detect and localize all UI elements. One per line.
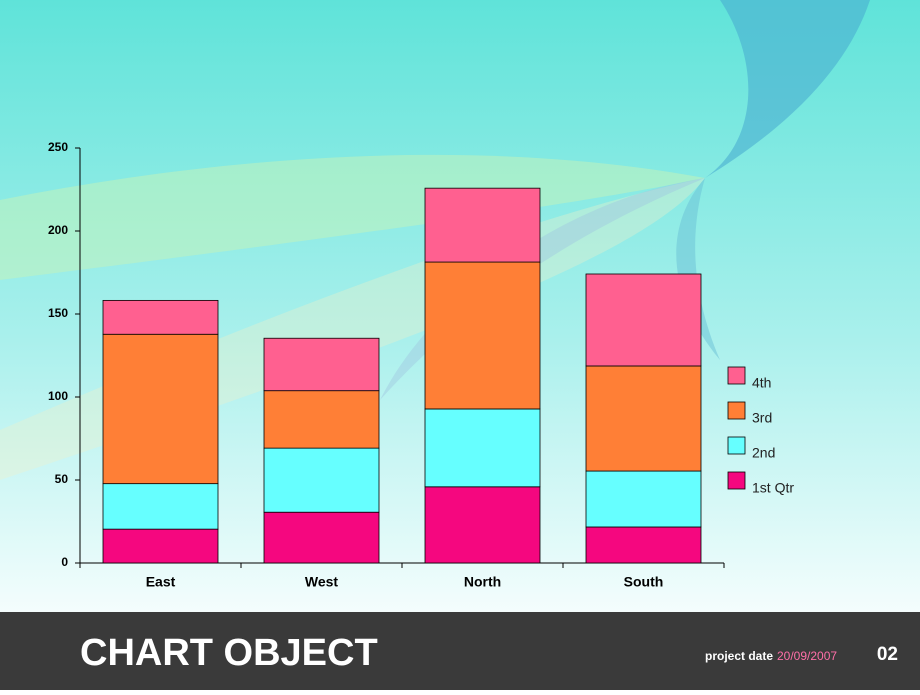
bar-segment [263,511,380,564]
y-tick-label: 150 [48,306,68,320]
bar-segment [102,333,219,485]
y-tick-label: 50 [55,472,69,486]
bar-segment [102,528,219,564]
date-label: project date [705,649,773,663]
y-tick-label: 250 [48,140,68,154]
slide-title: CHART OBJECT [80,632,378,674]
bar-segment [424,187,541,263]
legend-swatch [727,366,746,385]
swoosh [676,178,720,360]
y-tick-label: 200 [48,223,68,237]
legend-swatch [727,436,746,455]
chart: 0 50 100 150 200 250 East West North South 1st Qtr… [48,140,794,590]
legend-label: 2nd [752,445,775,461]
bar-segment [585,273,702,367]
bar-segment [424,261,541,410]
y-tick-label: 100 [48,389,68,403]
swoosh [705,0,870,178]
bar-segment [424,486,541,564]
x-tick-label: South [624,574,664,590]
bar-segment [585,365,702,472]
bar-segment [263,390,380,449]
bar-segment [102,483,219,530]
legend-label: 4th [752,375,771,391]
bar-segment [263,337,380,392]
bar-segment [585,470,702,528]
legend-label: 1st Qtr [752,480,794,496]
bar-segment [424,408,541,488]
bar-segment [102,299,219,335]
x-tick-label: East [146,574,176,590]
bar-segment [585,526,702,564]
y-tick-label: 0 [61,555,68,569]
swoosh [0,154,705,280]
bar-segment [263,447,380,513]
footer-bar [0,612,920,690]
legend-swatch [727,401,746,420]
x-tick-label: West [305,574,339,590]
legend-swatch [727,471,746,490]
page-number: 02 [877,644,898,665]
legend-label: 3rd [752,410,772,426]
date: 20/09/2007 [777,649,837,663]
x-tick-label: North [464,574,501,590]
